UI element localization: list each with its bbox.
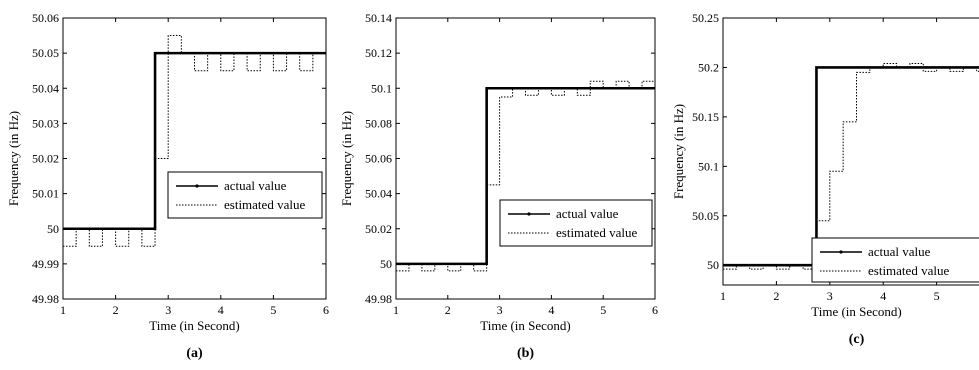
y-tick-label: 50 (47, 222, 59, 236)
y-tick-label: 49.99 (32, 257, 59, 271)
x-axis-label: Time (in Second) (480, 318, 571, 333)
legend-marker (527, 212, 531, 216)
y-tick-label: 50.01 (32, 187, 59, 201)
y-tick-label: 50.04 (365, 187, 392, 201)
y-tick-label: 49.98 (365, 292, 392, 306)
series-line-estimated-value (396, 80, 655, 272)
y-tick-label: 50.05 (32, 46, 59, 60)
y-tick-label: 50.03 (32, 116, 59, 130)
y-tick-label: 50 (380, 257, 392, 271)
plot-frame (395, 17, 656, 300)
panel-label: (b) (517, 346, 534, 361)
y-tick-label: 50.15 (692, 110, 719, 124)
y-axis-label: Frequency (in Hz) (339, 111, 354, 206)
x-tick-label: 6 (323, 303, 329, 317)
legend: actual value estimated value (167, 171, 323, 219)
legend-box (811, 237, 979, 283)
y-tick-label: 50.14 (365, 11, 392, 25)
y-tick-label: 50.05 (692, 209, 719, 223)
x-axis-label: Time (in Second) (811, 304, 902, 319)
legend-label: estimated value (868, 263, 949, 278)
x-tick-label: 4 (548, 303, 554, 317)
legend: actual value estimated value (499, 199, 653, 247)
y-tick-label: 50.06 (32, 11, 59, 25)
x-tick-label: 5 (600, 303, 606, 317)
y-tick-label: 50.04 (32, 81, 59, 95)
x-tick-label: 2 (113, 303, 119, 317)
chart-panel-1: 1 2 3 4 5 6 49.98 49.99 50 50.01 50.02 50.03 50.04 50… (6, 11, 329, 361)
y-tick-label: 50.06 (365, 152, 392, 166)
legend-label: estimated value (556, 225, 637, 240)
x-tick-label: 1 (720, 289, 726, 303)
legend-label: actual value (556, 206, 619, 221)
series-line-actual-value (63, 51, 326, 231)
legend-marker (839, 250, 843, 254)
x-tick-label: 6 (652, 303, 658, 317)
y-tick-label: 50 (707, 258, 719, 272)
y-tick-label: 50.25 (692, 11, 719, 25)
y-tick-label: 50.1 (698, 159, 719, 173)
x-tick-label: 2 (445, 303, 451, 317)
x-tick-label: 5 (934, 289, 940, 303)
y-tick-label: 50.2 (698, 60, 719, 74)
x-tick-label: 4 (880, 289, 886, 303)
y-tick-label: 49.98 (32, 292, 59, 306)
x-tick-label: 5 (270, 303, 276, 317)
y-axis-label: Frequency (in Hz) (671, 104, 686, 199)
y-tick-label: 50.02 (32, 152, 59, 166)
legend-box (499, 199, 653, 247)
legend-label: actual value (224, 178, 287, 193)
y-tick-label: 50.1 (371, 81, 392, 95)
x-tick-label: 4 (218, 303, 224, 317)
y-tick-label: 50.08 (365, 116, 392, 130)
x-axis-label: Time (in Second) (149, 318, 240, 333)
x-tick-label: 1 (393, 303, 399, 317)
panel-label: (a) (186, 346, 203, 361)
series-line-actual-value (723, 66, 979, 267)
x-tick-label: 3 (497, 303, 503, 317)
y-axis-label: Frequency (in Hz) (6, 111, 21, 206)
x-tick-label: 3 (165, 303, 171, 317)
panel-label: (c) (849, 332, 865, 347)
y-tick-label: 50.12 (365, 46, 392, 60)
x-tick-label: 3 (827, 289, 833, 303)
legend-box (167, 171, 323, 219)
legend-label: actual value (868, 244, 931, 259)
chart-panel-2: 1 2 3 4 5 6 49.98 50 50.02 50.04 50.06 50.08 50.1 50.… (339, 11, 658, 361)
x-tick-label: 1 (60, 303, 66, 317)
legend-label: estimated value (224, 197, 305, 212)
series-line-estimated-value (723, 62, 979, 270)
x-tick-label: 2 (773, 289, 779, 303)
legend: actual value estimated value (811, 237, 979, 283)
legend-marker (195, 184, 199, 188)
y-tick-label: 50.02 (365, 222, 392, 236)
plot-frame (722, 17, 979, 286)
